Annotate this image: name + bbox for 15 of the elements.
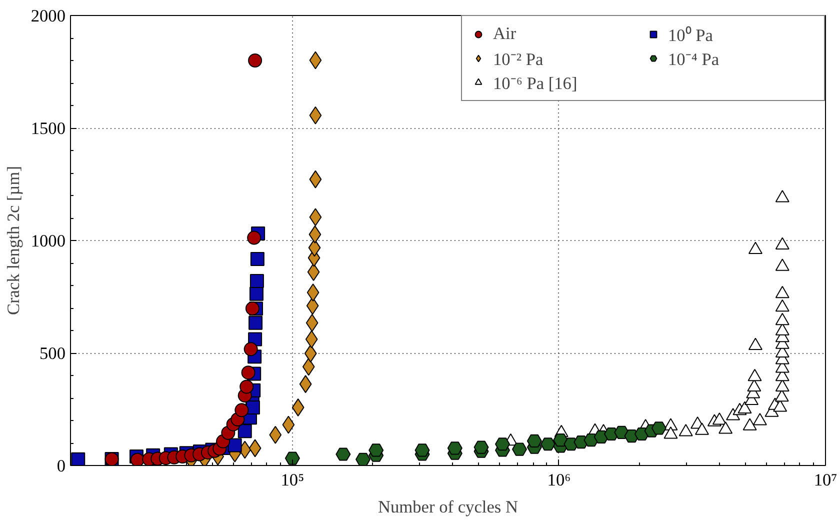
legend-label: 10⁰ Pa: [668, 25, 714, 46]
y-tick-label: 1500: [30, 119, 66, 138]
legend-label: Air: [493, 24, 518, 44]
legend-label: 10⁻⁴ Pa: [668, 49, 720, 70]
x-tick-label: 10⁷: [814, 470, 838, 490]
y-tick-label: 2000: [30, 6, 66, 26]
y-axis-title: Crack length 2c [µm]: [4, 166, 23, 316]
x-tick-label: 10⁵: [280, 470, 304, 490]
x-tick-label: 10⁶: [547, 470, 571, 490]
y-tick-label: 1000: [30, 232, 66, 250]
y-tick-label: 500: [40, 344, 66, 363]
y-tick-label: 0: [56, 456, 66, 476]
x-axis-title: Number of cycles N: [378, 498, 518, 516]
legend-label: 10⁻² Pa: [493, 49, 544, 70]
legend-label: 10⁻⁶ Pa [16]: [493, 73, 578, 94]
